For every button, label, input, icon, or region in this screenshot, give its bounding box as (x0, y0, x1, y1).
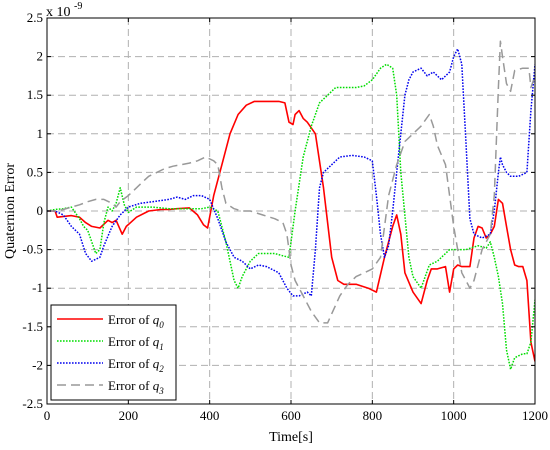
axis-ticks (46, 17, 536, 405)
scale-multiplier: x 10 -9 (46, 1, 82, 20)
series-line-q3 (47, 40, 535, 324)
y-tick-label: 2 (37, 49, 44, 64)
y-tick-label: -0.5 (22, 242, 43, 257)
x-tick-label: 0 (44, 408, 51, 423)
y-tick-label: 0.5 (27, 164, 43, 179)
legend-box (50, 304, 177, 401)
scale-exponent: -9 (74, 1, 82, 12)
series-layer (47, 40, 535, 371)
y-tick-label: -1 (32, 280, 43, 295)
x-tick-label: 400 (200, 408, 220, 423)
y-tick-label: -1.5 (22, 319, 43, 334)
x-tick-label: 800 (363, 408, 383, 423)
x-axis-label: Time[s] (269, 430, 313, 445)
series-line-q0 (47, 100, 535, 362)
y-axis-label: Quaternion Error (3, 163, 18, 259)
x-tick-label: 1000 (441, 408, 467, 423)
y-tick-label: 0 (37, 203, 44, 218)
y-tick-label: -2 (32, 357, 43, 372)
y-tick-label: 1.5 (27, 87, 43, 102)
legend-label: Error of q2 (108, 356, 164, 374)
scale-label: x 10 (46, 5, 71, 20)
y-tick-label: 1 (37, 126, 44, 141)
legend: Error of q0 Error of q1 Error of q2 Error o… (50, 304, 177, 401)
legend-label: Error of q0 (108, 312, 164, 330)
grid (47, 18, 535, 404)
x-tick-label: 1200 (522, 408, 548, 423)
legend-label: Error of q1 (108, 334, 164, 352)
x-tick-label: 600 (281, 408, 301, 423)
y-tick-label: -2.5 (22, 396, 43, 411)
y-tick-label: 2.5 (27, 10, 43, 25)
axis-tick-labels: 0 200 400 600 800 1000 1200 -2.5 -2 -1.5 -1 -0.5 0 0.… (22, 10, 548, 423)
legend-label: Error of q3 (108, 378, 164, 396)
x-tick-label: 200 (119, 408, 139, 423)
